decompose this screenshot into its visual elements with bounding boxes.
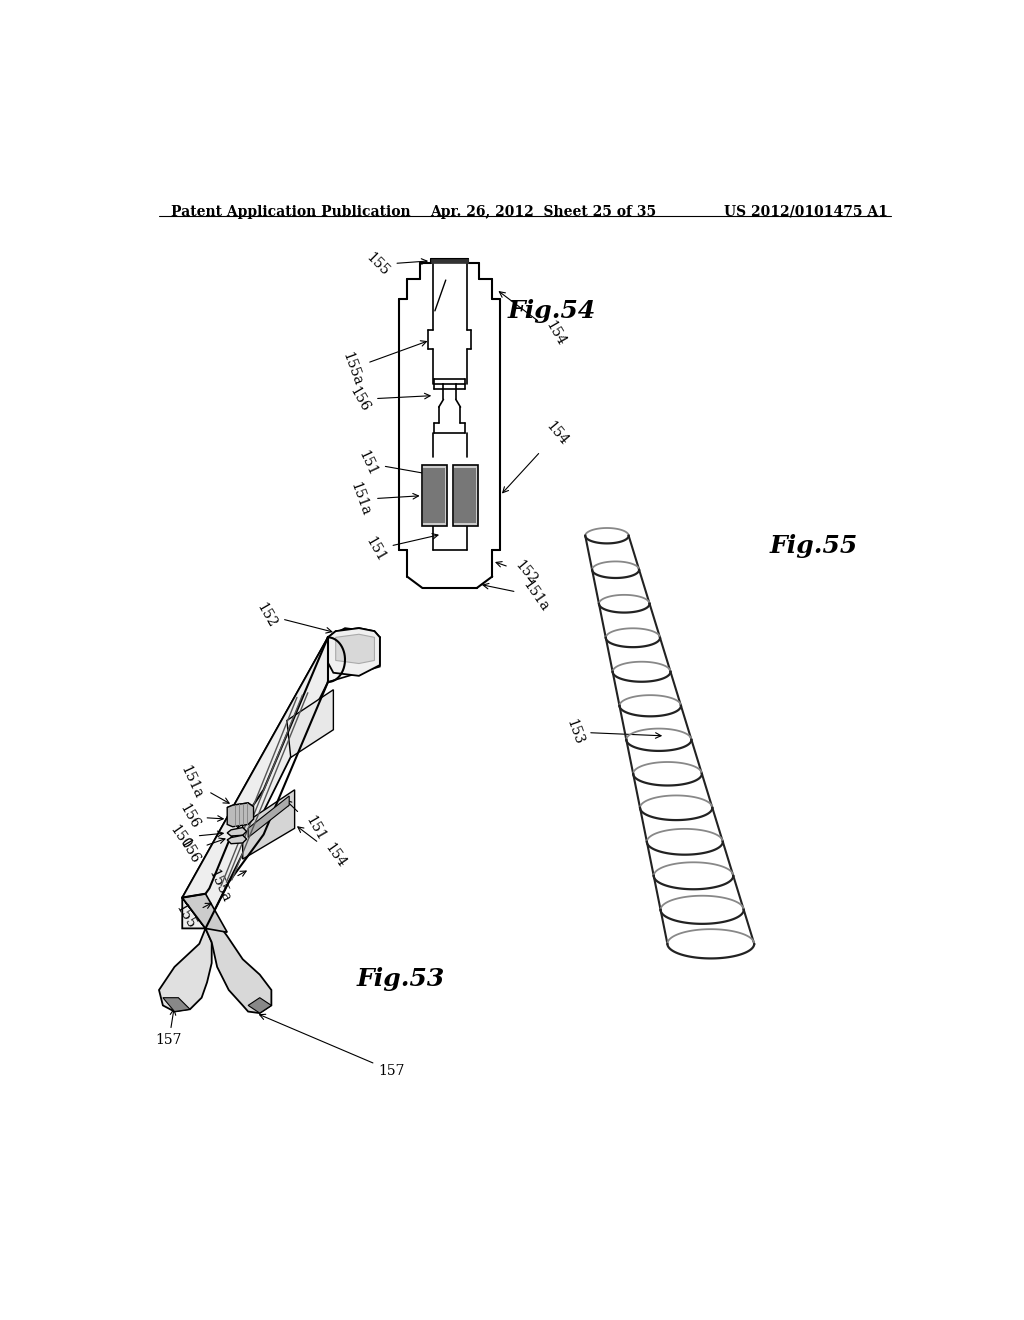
Text: 154: 154 [500,292,568,348]
Polygon shape [328,628,380,676]
Text: 150: 150 [167,822,223,853]
Text: 151a: 151a [347,480,419,519]
Text: 155a: 155a [205,867,246,904]
Text: 156: 156 [347,384,430,414]
Polygon shape [206,923,271,1014]
Text: 152: 152 [254,601,332,634]
Text: 155a: 155a [339,341,426,387]
Text: Patent Application Publication: Patent Application Publication [171,205,411,219]
Polygon shape [431,259,468,263]
Text: Fig.53: Fig.53 [356,966,444,991]
Text: 151: 151 [356,449,438,478]
Polygon shape [227,803,254,809]
Polygon shape [336,635,375,664]
Text: 152: 152 [496,558,540,587]
Text: Apr. 26, 2012  Sheet 25 of 35: Apr. 26, 2012 Sheet 25 of 35 [430,205,656,219]
Polygon shape [328,638,380,682]
Text: 151: 151 [362,533,438,565]
Text: 151a: 151a [178,763,229,804]
Polygon shape [455,469,476,524]
Text: 156: 156 [176,837,225,866]
Text: US 2012/0101475 A1: US 2012/0101475 A1 [724,205,888,219]
Text: 155: 155 [172,902,211,932]
Polygon shape [182,894,227,932]
Text: 157: 157 [156,1010,182,1047]
Text: 154: 154 [298,826,348,870]
Text: 151a: 151a [483,577,551,614]
Text: Fig.55: Fig.55 [770,535,858,558]
Polygon shape [182,628,380,898]
Polygon shape [227,828,247,836]
Text: 157: 157 [259,1014,404,1078]
Polygon shape [248,796,289,837]
Polygon shape [159,898,212,1011]
Polygon shape [227,836,247,843]
Polygon shape [182,638,328,928]
Text: 154: 154 [503,420,570,492]
Polygon shape [248,998,271,1014]
Text: 151: 151 [286,800,328,843]
Polygon shape [243,789,295,859]
Polygon shape [163,998,190,1011]
Text: 155: 155 [362,251,427,279]
Text: 156: 156 [176,801,223,832]
Polygon shape [422,465,446,527]
Polygon shape [287,689,334,758]
Polygon shape [423,469,445,524]
Text: 153: 153 [563,717,662,747]
Polygon shape [227,803,254,826]
Text: Fig.54: Fig.54 [508,300,596,323]
Polygon shape [328,628,380,647]
Polygon shape [453,465,477,527]
